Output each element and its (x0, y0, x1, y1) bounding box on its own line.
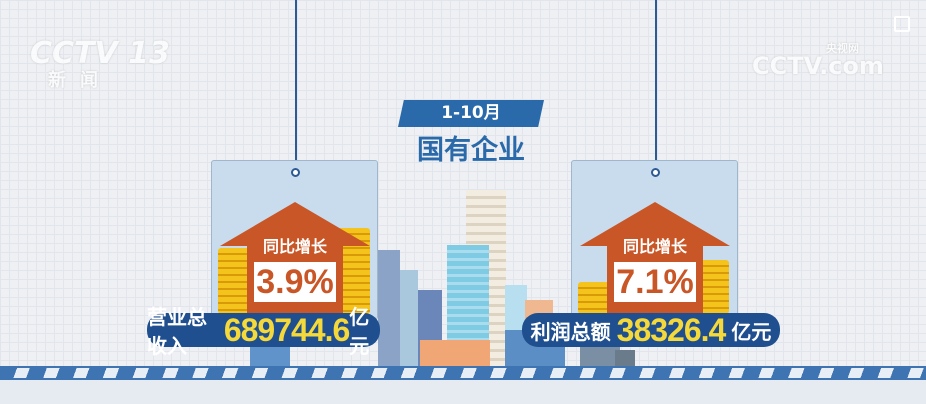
metric-label: 营业总收入 (147, 305, 207, 358)
page-title: 国有企业 (417, 135, 525, 166)
ground (0, 380, 926, 404)
metric-unit: 亿元 (731, 319, 772, 344)
period-badge: 1-10月 (398, 100, 544, 127)
cctv-com-subtitle: 央视网 (826, 42, 859, 55)
hanging-string-left (295, 0, 297, 172)
growth-label: 同比增长 (622, 237, 687, 256)
metric-value: 689744.6 (223, 311, 350, 348)
metric-label: 利润总额 (530, 319, 611, 344)
corner-icon (894, 16, 910, 32)
hook-icon (651, 168, 660, 177)
growth-label: 同比增长 (262, 237, 327, 256)
bottom-stripe (0, 366, 926, 380)
metric-value: 38326.4 (616, 311, 727, 348)
cctv-com-logo: CCTV.com (752, 52, 884, 80)
hanging-string-right (655, 0, 657, 172)
profit-pill: 利润总额 38326.4 亿元 (522, 311, 780, 348)
cctv13-logo: CCTV 13 (30, 36, 170, 71)
growth-percent: 7.1% (614, 262, 696, 302)
metric-unit: 亿元 (349, 305, 370, 358)
hook-icon (291, 168, 300, 177)
revenue-pill: 营业总收入 689744.6 亿元 (147, 305, 380, 358)
growth-percent: 3.9% (254, 262, 336, 302)
cctv13-subtitle: 新闻 (48, 70, 112, 91)
